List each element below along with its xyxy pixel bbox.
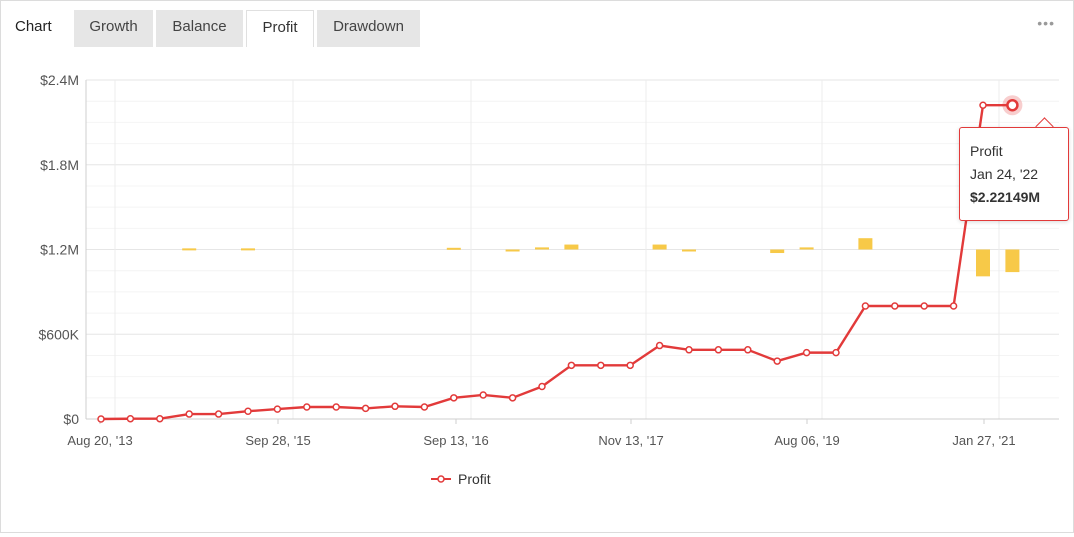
- data-point: [450, 394, 458, 402]
- data-point: [949, 302, 958, 310]
- y-tick-label: $0: [63, 411, 79, 427]
- chart-section-title: Chart: [15, 18, 52, 35]
- data-point: [655, 341, 664, 350]
- y-tick-label: $1.8M: [40, 157, 79, 173]
- data-point: [361, 404, 370, 413]
- bar: [241, 248, 255, 251]
- profit-chart: $0 $600K $1.2M $1.8M $2.4M Aug 20, '13 Sep 28,…: [39, 72, 1059, 487]
- data-point: [891, 302, 899, 310]
- data-point: [420, 403, 429, 411]
- data-point: [626, 361, 634, 370]
- data-point: [303, 403, 311, 411]
- legend-marker: [437, 475, 445, 483]
- tooltip-value: $2.22149M: [970, 189, 1041, 205]
- bar: [652, 244, 667, 250]
- data-point: [685, 346, 693, 354]
- data-point: [391, 402, 399, 411]
- data-point: [744, 346, 752, 354]
- data-point: [979, 101, 987, 109]
- bar: [858, 238, 873, 250]
- profit-line: [100, 104, 1013, 421]
- data-point: [97, 415, 105, 423]
- bar: [182, 248, 197, 251]
- data-point: [802, 348, 811, 357]
- data-point: [214, 410, 223, 418]
- data-point: [538, 382, 546, 391]
- data-point: [244, 407, 252, 415]
- data-point: [156, 414, 164, 423]
- bar: [446, 247, 461, 250]
- chart-area: $0 $600K $1.2M $1.8M $2.4M Aug 20, '13 Sep 28,…: [1, 47, 1073, 532]
- data-point: [273, 405, 282, 413]
- tab-growth[interactable]: Growth: [74, 10, 153, 47]
- data-point: [832, 348, 840, 357]
- data-point: [597, 361, 605, 370]
- tab-bar: Chart Growth Balance Profit Drawdown •••: [1, 1, 1073, 47]
- legend-label: Profit: [458, 471, 491, 487]
- more-horizontal-icon[interactable]: •••: [1037, 15, 1055, 31]
- tab-balance[interactable]: Balance: [156, 10, 243, 47]
- tooltip-date: Jan 24, '22: [970, 166, 1039, 182]
- bar: [799, 247, 814, 250]
- bar: [535, 247, 549, 250]
- bar: [976, 249, 990, 277]
- data-point: [773, 357, 781, 365]
- x-tick-label: Aug 20, '13: [67, 433, 132, 448]
- x-tick-label: Sep 28, '15: [245, 433, 310, 448]
- bar: [770, 249, 785, 254]
- bar: [505, 249, 520, 252]
- highlight-point: [1006, 98, 1019, 112]
- data-point: [567, 361, 576, 370]
- x-tick-label: Jan 27, '21: [952, 433, 1015, 448]
- data-point: [126, 414, 135, 423]
- x-tick-label: Aug 06, '19: [774, 433, 839, 448]
- data-point: [508, 394, 517, 402]
- y-tick-label: $2.4M: [40, 72, 79, 88]
- tooltip-series: Profit: [970, 143, 1003, 159]
- data-point: [714, 346, 723, 354]
- data-point: [920, 302, 928, 310]
- bar: [682, 249, 696, 252]
- data-point: [861, 302, 870, 310]
- chart-tooltip: Profit Jan 24, '22 $2.22149M: [959, 127, 1069, 221]
- tab-profit[interactable]: Profit: [246, 10, 314, 47]
- data-point: [332, 403, 340, 411]
- bar: [1005, 249, 1020, 273]
- data-point: [479, 391, 487, 399]
- y-tick-label: $600K: [39, 326, 80, 342]
- x-tick-label: Nov 13, '17: [598, 433, 663, 448]
- y-tick-label: $1.2M: [40, 242, 79, 258]
- data-point: [185, 410, 193, 418]
- x-tick-label: Sep 13, '16: [423, 433, 488, 448]
- bar: [564, 244, 579, 250]
- tab-drawdown[interactable]: Drawdown: [317, 10, 420, 47]
